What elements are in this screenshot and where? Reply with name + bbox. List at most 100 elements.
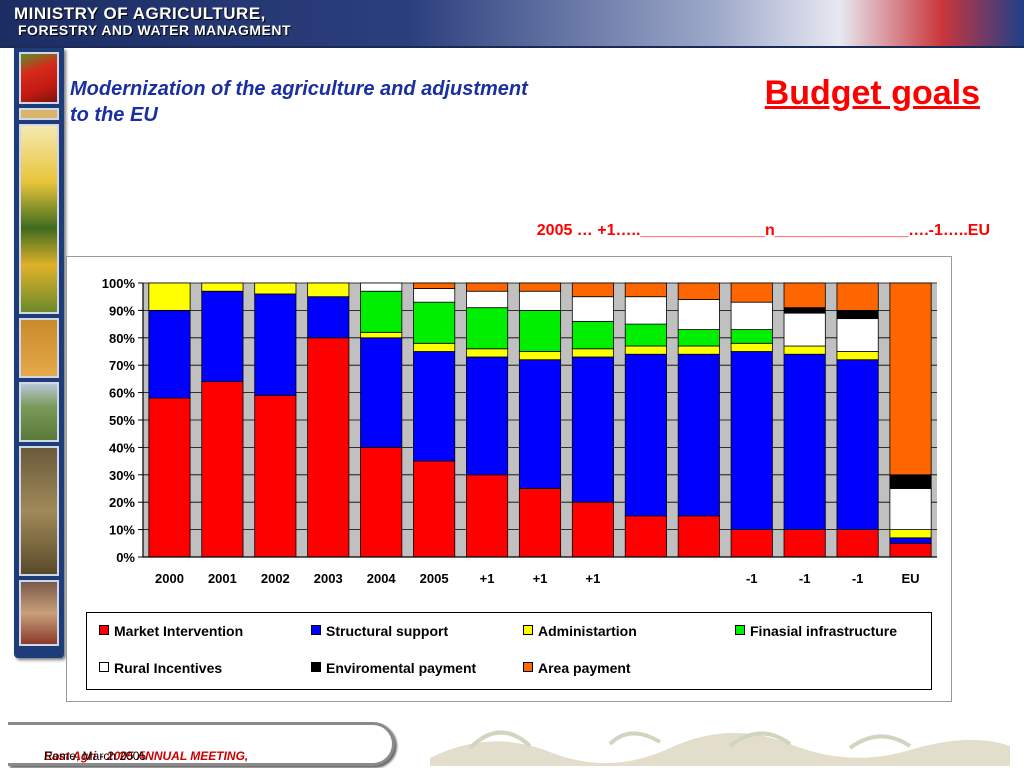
bar-segment-rural	[783, 312, 826, 347]
legend-swatch-infra	[735, 625, 745, 635]
bar-segment-rural	[624, 296, 667, 325]
bar-segment-market	[783, 529, 826, 558]
pepper-photo	[19, 52, 59, 104]
bar-segment-structural	[730, 351, 773, 531]
bar-segment-area	[466, 282, 509, 292]
x-tick-label: -1	[746, 571, 758, 586]
bar-segment-market	[466, 474, 509, 558]
x-tick-label: EU	[902, 571, 920, 586]
bar-segment-market	[254, 394, 297, 558]
legend-label-rural: Rural Incentives	[114, 660, 223, 676]
bar-segment-area	[518, 282, 562, 292]
footer-banner: East Agri - 2005 ANNUAL MEETING, Rome, M…	[8, 722, 395, 766]
bar-segment-infra	[360, 290, 403, 333]
footer-decoration	[430, 730, 1010, 766]
bar-segment-admin	[360, 331, 403, 339]
legend-swatch-rural	[99, 662, 109, 672]
bar-segment-area	[413, 282, 456, 289]
bar-segment-structural	[148, 310, 191, 399]
bar-segment-infra	[677, 329, 720, 347]
ministry-title-line1: MINISTRY OF AGRICULTURE,	[14, 4, 266, 23]
bar-segment-market	[413, 460, 456, 558]
bar-segment-structural	[677, 353, 720, 517]
bar-segment-market	[889, 542, 932, 558]
legend-admin: Administartion	[523, 623, 637, 639]
bar-segment-admin	[518, 351, 562, 361]
bar-segment-structural	[889, 537, 932, 544]
bar-segment-enviro	[836, 310, 879, 320]
y-tick-label: 50%	[109, 413, 135, 428]
bar-segment-infra	[730, 329, 773, 344]
bar-segment-rural	[730, 301, 773, 330]
bar-segment-market	[624, 515, 667, 558]
x-tick-label: +1	[533, 571, 548, 586]
market-photo	[19, 580, 59, 646]
budget-chart: 0% 10% 20% 30% 40% 50% 60% 70% 80% 90% 100% 2000 200…	[66, 256, 952, 702]
bar-segment-admin	[730, 342, 773, 352]
bar-segment-enviro	[889, 474, 932, 489]
bar-segment-market	[148, 397, 191, 558]
bar-segment-area	[571, 282, 614, 298]
bar-segment-structural	[360, 337, 403, 448]
legend-label-enviro: Enviromental payment	[326, 660, 477, 676]
x-tick-label: +1	[480, 571, 495, 586]
bar-segment-admin	[201, 282, 244, 292]
bar-segment-infra	[571, 320, 614, 350]
wheat-photo	[19, 108, 59, 120]
legend-label-area: Area payment	[538, 660, 631, 676]
bar-segment-structural	[413, 351, 456, 462]
legend-infra: Finasial infrastructure	[735, 623, 897, 639]
footer: East Agri - 2005 ANNUAL MEETING, Rome, M…	[0, 718, 1024, 768]
bar-segment-market	[201, 381, 244, 558]
bar-segment-rural	[413, 288, 456, 303]
bar-segment-structural	[518, 359, 562, 489]
bar-segment-area	[624, 282, 667, 298]
bar-segment-rural	[466, 290, 509, 309]
legend-enviro: Enviromental payment	[311, 660, 476, 676]
footer-event: East Agri - 2005 ANNUAL MEETING,	[44, 749, 249, 763]
bar-segment-rural	[518, 290, 562, 311]
bar-segment-market	[677, 515, 720, 558]
x-tick-label: -1	[852, 571, 864, 586]
y-tick-label: 20%	[109, 495, 135, 510]
bar-segment-admin	[677, 345, 720, 355]
ministry-title: MINISTRY OF AGRICULTURE, FORESTRY AND WA…	[14, 5, 291, 39]
legend-area: Area payment	[523, 660, 631, 676]
legend-label-infra: Finasial infrastructure	[750, 623, 898, 639]
x-tick-label: 2000	[155, 571, 184, 586]
photo-strip	[14, 48, 64, 658]
sunflower-photo	[19, 124, 59, 314]
y-tick-label: 70%	[109, 358, 135, 373]
bar-segment-infra	[413, 301, 456, 344]
bar-segment-structural	[783, 353, 826, 530]
bar-segment-market	[518, 488, 562, 558]
bar-segment-market	[836, 529, 879, 558]
bar-segment-structural	[307, 296, 350, 339]
bar-segment-admin	[571, 348, 614, 358]
deco-hills	[430, 732, 1010, 766]
y-tick-label: 60%	[109, 386, 135, 401]
y-tick-label: 40%	[109, 440, 135, 455]
legend-label-market: Market Intervention	[114, 623, 244, 639]
chart-legend: Market Intervention Structural support A…	[86, 612, 932, 690]
bar-segment-structural	[836, 359, 879, 531]
stacked-bar-chart: 0% 10% 20% 30% 40% 50% 60% 70% 80% 90% 100% 2000 200…	[102, 276, 937, 586]
grain-photo	[19, 318, 59, 378]
ministry-header: MINISTRY OF AGRICULTURE, FORESTRY AND WA…	[0, 0, 1024, 48]
bar-segment-admin	[889, 529, 932, 539]
bar-segment-rural	[571, 296, 614, 322]
bar-segment-area	[889, 282, 932, 476]
bar-segment-admin	[466, 348, 509, 358]
x-tick-label: +1	[586, 571, 601, 586]
y-tick-label: 80%	[109, 331, 135, 346]
bar-segment-admin	[307, 282, 350, 298]
timeline-caption: 2005 … +1…..______________n_____________…	[536, 222, 990, 239]
bar-segment-rural	[836, 318, 879, 352]
slide-subtitle: Modernization of the agriculture and adj…	[70, 78, 528, 126]
bar-segment-structural	[466, 356, 509, 476]
legend-structural: Structural support	[311, 623, 448, 639]
page-title: Budget goals	[764, 74, 980, 112]
bar-segment-area	[836, 282, 879, 311]
bar-segment-admin	[783, 345, 826, 355]
legend-label-structural: Structural support	[326, 623, 449, 639]
